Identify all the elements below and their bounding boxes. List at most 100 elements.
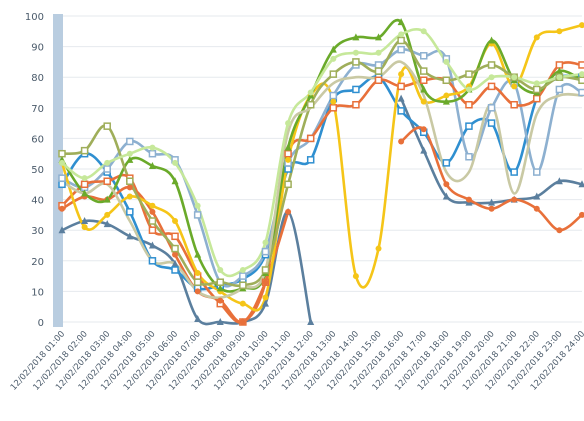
data-point[interactable] bbox=[127, 184, 133, 190]
data-point[interactable] bbox=[443, 181, 449, 187]
data-point[interactable] bbox=[240, 267, 246, 273]
data-point[interactable] bbox=[127, 194, 133, 200]
data-point[interactable] bbox=[489, 120, 495, 126]
data-point[interactable] bbox=[217, 267, 223, 273]
data-point[interactable] bbox=[534, 169, 540, 175]
data-point[interactable] bbox=[466, 71, 472, 77]
data-point[interactable] bbox=[330, 99, 336, 105]
data-point[interactable] bbox=[353, 273, 359, 279]
data-point[interactable] bbox=[398, 31, 404, 37]
data-point[interactable] bbox=[353, 102, 359, 108]
data-point[interactable] bbox=[149, 227, 155, 233]
data-point[interactable] bbox=[262, 295, 268, 301]
data-point[interactable] bbox=[149, 203, 155, 209]
data-point[interactable] bbox=[82, 224, 88, 230]
data-point[interactable] bbox=[217, 298, 223, 304]
data-point[interactable] bbox=[330, 93, 336, 99]
data-point[interactable] bbox=[489, 83, 495, 89]
data-point[interactable] bbox=[511, 197, 517, 203]
data-point[interactable] bbox=[172, 267, 178, 273]
data-point[interactable] bbox=[308, 102, 314, 108]
data-point[interactable] bbox=[285, 209, 291, 215]
data-point[interactable] bbox=[285, 151, 291, 157]
data-point[interactable] bbox=[149, 209, 155, 215]
data-point[interactable] bbox=[127, 151, 133, 157]
data-point[interactable] bbox=[579, 90, 584, 96]
data-point[interactable] bbox=[127, 209, 133, 215]
data-point[interactable] bbox=[511, 102, 517, 108]
data-point[interactable] bbox=[104, 160, 110, 166]
data-point[interactable] bbox=[104, 123, 110, 129]
data-point[interactable] bbox=[330, 56, 336, 62]
data-point[interactable] bbox=[285, 120, 291, 126]
data-point[interactable] bbox=[421, 77, 427, 83]
data-point[interactable] bbox=[195, 279, 201, 285]
data-point[interactable] bbox=[443, 59, 449, 65]
data-point[interactable] bbox=[398, 37, 404, 43]
data-point[interactable] bbox=[262, 267, 268, 273]
data-point[interactable] bbox=[353, 50, 359, 56]
data-point[interactable] bbox=[556, 227, 562, 233]
data-point[interactable] bbox=[195, 270, 201, 276]
data-point[interactable] bbox=[59, 160, 65, 166]
data-point[interactable] bbox=[489, 74, 495, 80]
data-point[interactable] bbox=[466, 154, 472, 160]
data-point[interactable] bbox=[421, 99, 427, 105]
data-point[interactable] bbox=[376, 62, 382, 68]
data-point[interactable] bbox=[443, 160, 449, 166]
data-point[interactable] bbox=[534, 86, 540, 92]
data-point[interactable] bbox=[104, 178, 110, 184]
series-line-6[interactable] bbox=[401, 128, 582, 231]
data-point[interactable] bbox=[376, 68, 382, 74]
data-point[interactable] bbox=[104, 212, 110, 218]
data-point[interactable] bbox=[217, 279, 223, 285]
data-point[interactable] bbox=[534, 80, 540, 86]
data-point[interactable] bbox=[240, 319, 246, 325]
data-point[interactable] bbox=[443, 77, 449, 83]
data-point[interactable] bbox=[240, 273, 246, 279]
data-point[interactable] bbox=[330, 105, 336, 111]
data-point[interactable] bbox=[59, 206, 65, 212]
data-point[interactable] bbox=[330, 71, 336, 77]
data-point[interactable] bbox=[511, 83, 517, 89]
data-point[interactable] bbox=[104, 166, 110, 172]
data-point[interactable] bbox=[466, 86, 472, 92]
data-point[interactable] bbox=[59, 181, 65, 187]
data-point[interactable] bbox=[149, 145, 155, 151]
data-point[interactable] bbox=[285, 181, 291, 187]
data-point[interactable] bbox=[556, 62, 562, 68]
data-point[interactable] bbox=[82, 181, 88, 187]
data-point[interactable] bbox=[398, 138, 404, 144]
data-point[interactable] bbox=[82, 148, 88, 154]
data-point[interactable] bbox=[172, 233, 178, 239]
data-point[interactable] bbox=[240, 301, 246, 307]
data-point[interactable] bbox=[421, 53, 427, 59]
data-point[interactable] bbox=[556, 28, 562, 34]
data-point[interactable] bbox=[579, 22, 584, 28]
data-point[interactable] bbox=[579, 77, 584, 83]
data-point[interactable] bbox=[534, 96, 540, 102]
y-axis-scrollbar[interactable] bbox=[53, 14, 63, 327]
data-point[interactable] bbox=[172, 252, 178, 258]
data-point[interactable] bbox=[127, 138, 133, 144]
data-point[interactable] bbox=[172, 160, 178, 166]
data-point[interactable] bbox=[511, 74, 517, 80]
data-point[interactable] bbox=[398, 108, 404, 114]
data-point[interactable] bbox=[195, 288, 201, 294]
data-point[interactable] bbox=[376, 246, 382, 252]
data-point[interactable] bbox=[556, 74, 562, 80]
series-line-5[interactable] bbox=[62, 62, 582, 322]
data-point[interactable] bbox=[556, 86, 562, 92]
data-point[interactable] bbox=[421, 126, 427, 132]
data-point[interactable] bbox=[511, 169, 517, 175]
data-point[interactable] bbox=[240, 282, 246, 288]
data-point[interactable] bbox=[489, 105, 495, 111]
data-point[interactable] bbox=[398, 71, 404, 77]
data-point[interactable] bbox=[59, 151, 65, 157]
data-point[interactable] bbox=[353, 59, 359, 65]
data-point[interactable] bbox=[149, 151, 155, 157]
data-point[interactable] bbox=[398, 47, 404, 53]
data-point[interactable] bbox=[466, 102, 472, 108]
data-point[interactable] bbox=[534, 206, 540, 212]
data-point[interactable] bbox=[262, 279, 268, 285]
